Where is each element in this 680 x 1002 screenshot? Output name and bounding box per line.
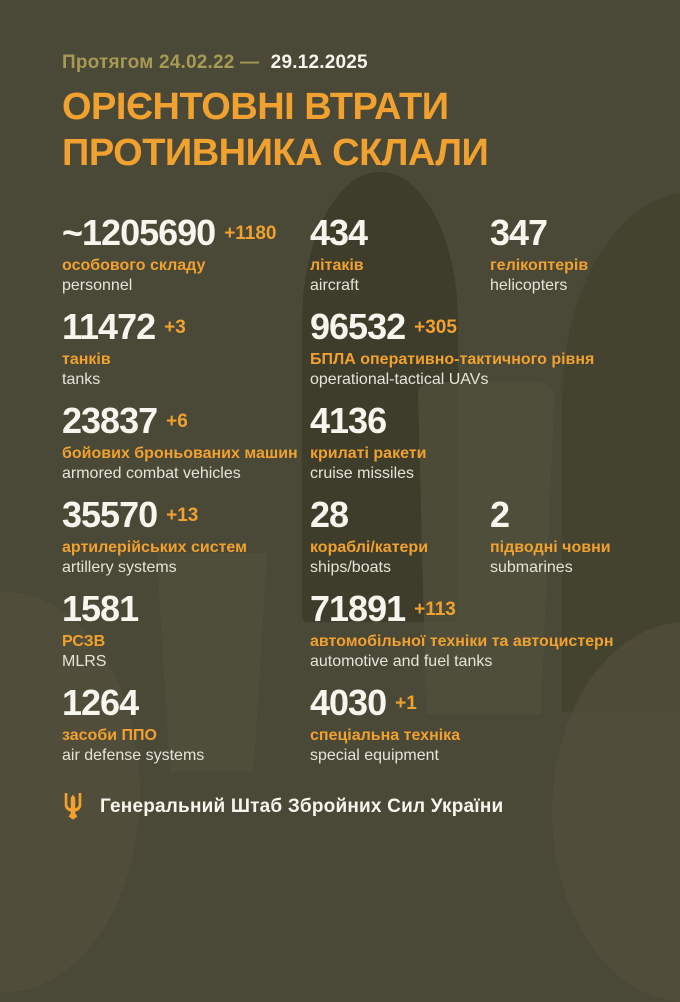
stat-armored-vehicles: 23837 +6 бойових броньованих машин armor… bbox=[62, 401, 310, 495]
losses-grid: ~1205690 +1180 особового складу personne… bbox=[62, 213, 644, 777]
stat-delta: +13 bbox=[166, 505, 199, 527]
stat-label-ua: бойових броньованих машин bbox=[62, 444, 298, 462]
stat-delta: +305 bbox=[414, 317, 457, 339]
stat-aircraft: 434 літаків aircraft bbox=[310, 213, 490, 307]
stat-label-en: automotive and fuel tanks bbox=[310, 652, 493, 670]
stat-value: 28 bbox=[310, 494, 349, 536]
stat-helicopters: 347 гелікоптерів helicopters bbox=[490, 213, 644, 307]
stat-label-en: aircraft bbox=[310, 276, 359, 294]
stat-air-defense: 1264 засоби ППО air defense systems bbox=[62, 683, 310, 777]
stat-label-ua: БПЛА оперативно-тактичного рівня bbox=[310, 350, 595, 368]
stat-value: 23837 bbox=[62, 400, 158, 442]
title-line-2: ПРОТИВНИКА СКЛАЛИ bbox=[62, 131, 489, 174]
stat-personnel: ~1205690 +1180 особового складу personne… bbox=[62, 213, 310, 307]
footer: Генеральний Штаб Збройних Сил України bbox=[62, 793, 644, 820]
stat-label-ua: особового складу bbox=[62, 256, 206, 274]
stat-submarines: 2 підводні човни submarines bbox=[490, 495, 644, 589]
date-line: Протягом 24.02.22 — 29.12.2025 bbox=[62, 52, 644, 74]
stat-value: ~1205690 bbox=[62, 212, 216, 254]
stat-label-en: tanks bbox=[62, 370, 101, 388]
current-date: 29.12.2025 bbox=[270, 52, 368, 73]
organization-name: Генеральний Штаб Збройних Сил України bbox=[100, 795, 504, 817]
stat-ships: 28 кораблі/катери ships/boats bbox=[310, 495, 490, 589]
stat-value: 2 bbox=[490, 494, 510, 536]
stat-label-ua: артилерійських систем bbox=[62, 538, 247, 556]
stat-value: 96532 bbox=[310, 306, 406, 348]
stat-label-ua: літаків bbox=[310, 256, 364, 274]
stat-label-en: artillery systems bbox=[62, 558, 177, 576]
shell-silhouette-light-left bbox=[156, 553, 268, 771]
stat-label-en: operational-tactical UAVs bbox=[310, 370, 489, 388]
stat-tanks: 11472 +3 танків tanks bbox=[62, 307, 310, 401]
tryzub-icon bbox=[64, 793, 82, 820]
stat-label-en: armored combat vehicles bbox=[62, 464, 241, 482]
stat-label-en: air defense systems bbox=[62, 746, 205, 764]
stat-delta: +6 bbox=[166, 411, 188, 433]
stat-delta: +3 bbox=[164, 317, 186, 339]
stat-automotive: 71891 +113 автомобільної техніки та авто… bbox=[310, 589, 644, 683]
stat-label-en: ships/boats bbox=[310, 558, 391, 576]
shell-silhouette-light-center bbox=[417, 382, 555, 714]
stat-label-ua: спеціальна техніка bbox=[310, 726, 461, 744]
stat-label-en: helicopters bbox=[490, 276, 568, 294]
stat-value: 71891 bbox=[310, 588, 406, 630]
stat-label-en: submarines bbox=[490, 558, 573, 576]
page-title: ОРІЄНТОВНІ ВТРАТИ ПРОТИВНИКА СКЛАЛИ bbox=[62, 85, 644, 176]
stat-label-ua: РСЗВ bbox=[62, 632, 106, 650]
stat-label-ua: кораблі/катери bbox=[310, 538, 429, 556]
stat-artillery: 35570 +13 артилерійських систем artiller… bbox=[62, 495, 310, 589]
stat-label-en: personnel bbox=[62, 276, 133, 294]
stat-special-equipment: 4030 +1 спеціальна техніка special equip… bbox=[310, 683, 644, 777]
stat-uavs: 96532 +305 БПЛА оперативно-тактичного рі… bbox=[310, 307, 644, 401]
stat-value: 1581 bbox=[62, 588, 139, 630]
stat-delta: +1180 bbox=[224, 223, 277, 245]
stat-label-en: cruise missiles bbox=[310, 464, 415, 482]
stat-delta: +113 bbox=[414, 599, 456, 621]
stat-label-en: special equipment bbox=[310, 746, 439, 764]
stat-value: 347 bbox=[490, 212, 548, 254]
stat-value: 11472 bbox=[62, 306, 156, 348]
stat-label-ua: танків bbox=[62, 350, 111, 368]
stat-delta: +1 bbox=[395, 693, 417, 715]
stat-value: 35570 bbox=[62, 494, 158, 536]
infographic: Протягом 24.02.22 — 29.12.2025 ОРІЄНТОВН… bbox=[62, 52, 644, 820]
period-label: Протягом 24.02.22 — bbox=[62, 52, 260, 73]
stat-label-ua: автомобільної техніки та автоцистерн bbox=[310, 632, 614, 650]
stat-value: 4136 bbox=[310, 400, 387, 442]
stat-label-ua: засоби ППО bbox=[62, 726, 157, 744]
title-line-1: ОРІЄНТОВНІ ВТРАТИ bbox=[62, 86, 449, 128]
stat-label-ua: крилаті ракети bbox=[310, 444, 427, 462]
stat-label-en: MLRS bbox=[62, 652, 107, 670]
stat-label-ua: підводні човни bbox=[490, 538, 611, 556]
stat-mlrs: 1581 РСЗВ MLRS bbox=[62, 589, 310, 683]
stat-label-ua: гелікоптерів bbox=[490, 256, 589, 274]
stat-cruise-missiles: 4136 крилаті ракети cruise missiles bbox=[310, 401, 644, 495]
stat-value: 434 bbox=[310, 212, 368, 254]
stat-value: 1264 bbox=[62, 682, 139, 724]
stat-value: 4030 bbox=[310, 682, 387, 724]
